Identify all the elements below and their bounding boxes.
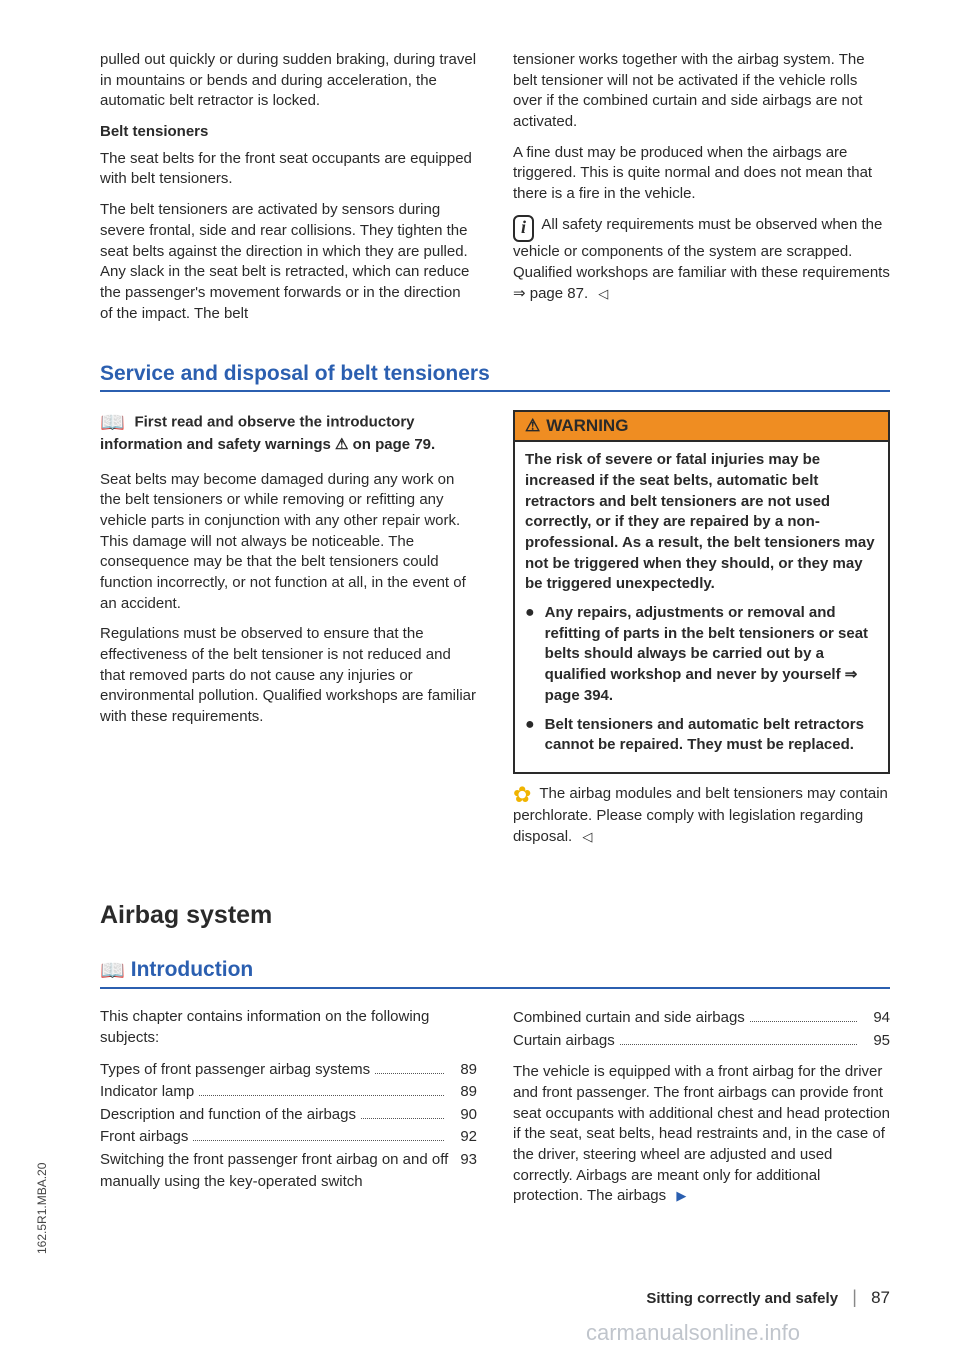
toc-label: Description and function of the airbags bbox=[100, 1104, 356, 1127]
section-rule bbox=[100, 390, 890, 392]
warning-header: ⚠ WARNING bbox=[515, 412, 888, 442]
section2-columns: This chapter contains information on the… bbox=[100, 1007, 890, 1217]
section1-left: 📖 First read and observe the introductor… bbox=[100, 410, 477, 857]
top-columns: pulled out quickly or during sudden brak… bbox=[100, 50, 890, 334]
toc-page: 93 bbox=[460, 1149, 477, 1172]
warning-bullet-text: Belt tensioners and automatic belt retra… bbox=[545, 715, 878, 756]
toc-label: Types of front passenger airbag systems bbox=[100, 1059, 370, 1082]
toc-dots bbox=[361, 1118, 444, 1119]
toc-row: Combined curtain and side airbags 94 bbox=[513, 1007, 890, 1030]
toc-dots bbox=[193, 1140, 444, 1141]
bullet-dot-icon: ● bbox=[525, 603, 535, 714]
toc-page: 94 bbox=[862, 1007, 890, 1030]
toc-row: Indicator lamp 89 bbox=[100, 1081, 477, 1104]
env-note: ✿ The airbag modules and belt tensioners… bbox=[513, 784, 890, 847]
section-subtitle: 📖 Introduction bbox=[100, 958, 890, 983]
para: tensioner works together with the airbag… bbox=[513, 50, 890, 133]
section-service-disposal: Service and disposal of belt tensioners … bbox=[100, 362, 890, 857]
top-left-col: pulled out quickly or during sudden brak… bbox=[100, 50, 477, 334]
toc-label: Curtain airbags bbox=[513, 1030, 615, 1053]
watermark: carmanualsonline.info bbox=[586, 1320, 800, 1346]
toc-row: Switching the front passenger front airb… bbox=[100, 1149, 477, 1194]
footer-page: 87 bbox=[871, 1288, 890, 1307]
toc-dots bbox=[620, 1044, 857, 1045]
toc-row: Types of front passenger airbag systems 8… bbox=[100, 1059, 477, 1082]
toc-label: Front airbags bbox=[100, 1126, 188, 1149]
para: pulled out quickly or during sudden brak… bbox=[100, 50, 477, 112]
warning-triangle-icon: ⚠ bbox=[525, 416, 540, 436]
toc-page: 89 bbox=[449, 1059, 477, 1082]
warning-box: ⚠ WARNING The risk of severe or fatal in… bbox=[513, 410, 890, 774]
para: A fine dust may be produced when the air… bbox=[513, 143, 890, 205]
toc-intro: This chapter contains information on the… bbox=[100, 1007, 477, 1048]
toc-list: Combined curtain and side airbags94Curta… bbox=[513, 1007, 890, 1052]
continue-mark-icon: ▶ bbox=[676, 1188, 686, 1203]
end-mark-icon: ◁ bbox=[598, 286, 608, 301]
section2-right: Combined curtain and side airbags94Curta… bbox=[513, 1007, 890, 1217]
toc-page: 92 bbox=[449, 1126, 477, 1149]
section1-columns: 📖 First read and observe the introductor… bbox=[100, 410, 890, 857]
para: The belt tensioners are activated by sen… bbox=[100, 200, 477, 324]
toc-label: Indicator lamp bbox=[100, 1081, 194, 1104]
toc-dots bbox=[199, 1095, 444, 1096]
warning-bullet: ● Any repairs, adjustments or removal an… bbox=[525, 603, 878, 714]
bullet-dot-icon: ● bbox=[525, 715, 535, 764]
warning-para: The risk of severe or fatal injuries may… bbox=[525, 450, 878, 595]
para: The seat belts for the front seat occupa… bbox=[100, 149, 477, 190]
toc-page: 90 bbox=[449, 1104, 477, 1127]
footer: Sitting correctly and safely | 87 bbox=[646, 1287, 890, 1308]
subhead-belt-tensioners: Belt tensioners bbox=[100, 122, 477, 143]
toc-page: 89 bbox=[449, 1081, 477, 1104]
section1-right: ⚠ WARNING The risk of severe or fatal in… bbox=[513, 410, 890, 857]
footer-text: Sitting correctly and safely bbox=[646, 1290, 838, 1307]
intro-text: First read and observe the introductory … bbox=[100, 414, 435, 453]
section-title: Service and disposal of belt tensioners bbox=[100, 362, 890, 386]
info-icon: i bbox=[513, 215, 534, 243]
para: Seat belts may become damaged during any… bbox=[100, 470, 477, 615]
side-doc-code: 162.5R1.MBA.20 bbox=[35, 1163, 49, 1254]
section-airbag-system: Airbag system 📖 Introduction This chapte… bbox=[100, 901, 890, 1217]
intro-block: 📖 First read and observe the introductor… bbox=[100, 410, 477, 455]
para-text: All safety requirements must be observed… bbox=[513, 216, 890, 302]
end-mark-icon: ◁ bbox=[582, 829, 592, 844]
toc-label: Switching the front passenger front airb… bbox=[100, 1149, 450, 1194]
para: The vehicle is equipped with a front air… bbox=[513, 1062, 890, 1207]
warning-bullet-text: Any repairs, adjustments or removal and … bbox=[545, 603, 878, 706]
toc-row: Curtain airbags 95 bbox=[513, 1030, 890, 1053]
footer-sep: | bbox=[852, 1287, 857, 1307]
toc-row: Description and function of the airbags 9… bbox=[100, 1104, 477, 1127]
warning-title: WARNING bbox=[546, 416, 628, 436]
section-subtitle-text: Introduction bbox=[131, 958, 253, 981]
toc-dots bbox=[375, 1073, 444, 1074]
toc-page: 95 bbox=[862, 1030, 890, 1053]
book-icon: 📖 bbox=[100, 960, 125, 982]
warning-body: The risk of severe or fatal injuries may… bbox=[515, 442, 888, 772]
toc-row: Front airbags 92 bbox=[100, 1126, 477, 1149]
toc-label: Combined curtain and side airbags bbox=[513, 1007, 745, 1030]
para: Regulations must be observed to ensure t… bbox=[100, 624, 477, 727]
toc-list: Types of front passenger airbag systems 8… bbox=[100, 1059, 477, 1194]
toc-dots bbox=[750, 1021, 857, 1022]
section-rule bbox=[100, 987, 890, 989]
top-right-col: tensioner works together with the airbag… bbox=[513, 50, 890, 334]
book-icon: 📖 bbox=[100, 410, 130, 435]
env-note-text: The airbag modules and belt tensioners m… bbox=[513, 785, 888, 845]
section-title-airbag: Airbag system bbox=[100, 901, 890, 930]
flower-icon: ✿ bbox=[513, 784, 531, 806]
section2-left: This chapter contains information on the… bbox=[100, 1007, 477, 1217]
para: i All safety requirements must be observ… bbox=[513, 215, 890, 305]
para-text: The vehicle is equipped with a front air… bbox=[513, 1063, 890, 1204]
warning-bullet: ● Belt tensioners and automatic belt ret… bbox=[525, 715, 878, 764]
